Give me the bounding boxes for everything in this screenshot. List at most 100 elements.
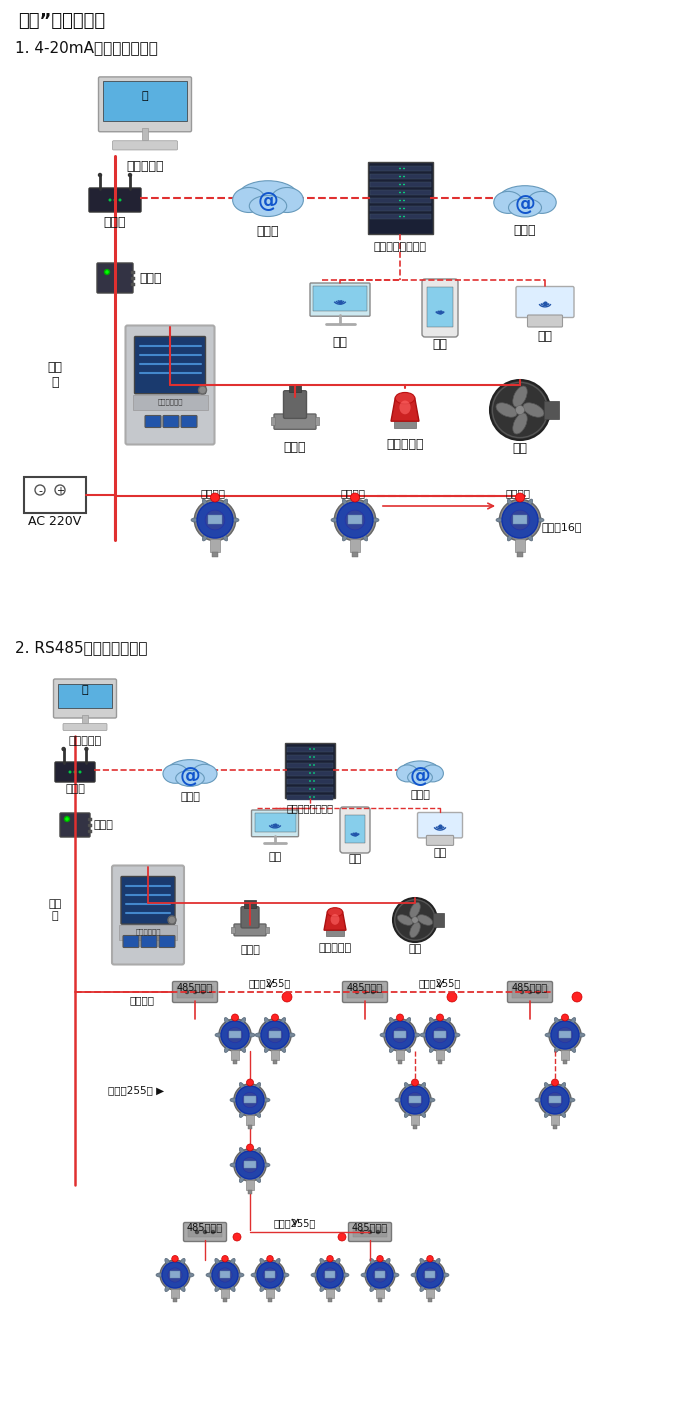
Ellipse shape [508,198,542,217]
Ellipse shape [265,1017,270,1024]
Bar [170,1271,180,1278]
Circle shape [168,916,176,924]
Ellipse shape [262,1097,270,1102]
Text: 2. RS485信号连接系统图: 2. RS485信号连接系统图 [15,640,148,656]
Bar [378,1297,382,1301]
Circle shape [403,191,405,193]
Ellipse shape [192,764,217,784]
Bar [563,1059,567,1064]
Circle shape [78,771,81,774]
Bar [231,927,235,933]
Bar [551,1114,559,1124]
Ellipse shape [281,1045,286,1052]
Text: 信号输出: 信号输出 [505,488,531,498]
Text: 信号输出: 信号输出 [130,995,155,1005]
Text: 485中继器: 485中继器 [187,1223,223,1233]
Ellipse shape [371,518,379,522]
Circle shape [222,1255,228,1262]
Circle shape [186,991,188,993]
Circle shape [162,1262,188,1287]
Bar [512,986,548,998]
Bar [438,1059,442,1064]
Ellipse shape [429,1045,435,1052]
FancyBboxPatch shape [241,906,259,927]
Bar [223,1297,227,1301]
Circle shape [403,200,405,201]
Bar [370,174,430,179]
Ellipse shape [445,1017,451,1024]
FancyBboxPatch shape [163,415,179,428]
Circle shape [309,756,311,758]
Ellipse shape [231,518,239,522]
Bar [271,416,275,425]
Bar [131,283,135,286]
Ellipse shape [370,1285,375,1292]
Bar [246,1114,254,1124]
Ellipse shape [167,760,214,784]
Circle shape [309,781,311,782]
Text: 485中继器: 485中继器 [512,982,548,992]
Bar [268,1297,272,1301]
Ellipse shape [281,1273,289,1278]
Ellipse shape [342,499,348,507]
Ellipse shape [567,1097,575,1102]
Circle shape [313,788,315,789]
Circle shape [313,764,315,765]
Ellipse shape [410,902,420,917]
Bar [313,286,367,311]
Ellipse shape [400,401,411,414]
FancyBboxPatch shape [145,415,161,428]
Ellipse shape [527,533,533,540]
Ellipse shape [247,1033,255,1037]
Ellipse shape [335,1285,340,1292]
Bar [287,795,333,799]
Ellipse shape [237,180,299,214]
Bar [325,1271,335,1278]
Ellipse shape [422,765,443,782]
Circle shape [263,1268,277,1282]
Circle shape [403,167,405,169]
Ellipse shape [496,402,517,418]
Bar [370,214,430,219]
Ellipse shape [417,915,433,926]
FancyBboxPatch shape [172,982,218,1003]
Bar [352,552,358,557]
Ellipse shape [407,771,433,785]
Ellipse shape [206,1273,214,1278]
Ellipse shape [380,1033,388,1037]
Circle shape [427,1255,433,1262]
Circle shape [368,1231,372,1234]
Bar [88,817,92,820]
Bar [265,927,269,933]
Ellipse shape [311,1273,319,1278]
Circle shape [407,1092,423,1107]
Circle shape [401,1086,429,1114]
Circle shape [55,485,65,495]
Bar [171,1289,179,1297]
Ellipse shape [341,1273,349,1278]
Bar [425,1271,435,1278]
Bar [132,395,207,409]
FancyBboxPatch shape [234,924,266,936]
Ellipse shape [260,1258,265,1266]
Ellipse shape [335,1258,340,1266]
Bar [395,1050,404,1059]
Bar [82,715,88,723]
FancyBboxPatch shape [284,391,307,418]
Circle shape [257,1262,283,1287]
Text: @: @ [514,194,536,214]
Bar [270,1031,281,1038]
Ellipse shape [395,1097,403,1102]
Text: 转换器: 转换器 [139,272,162,284]
Ellipse shape [331,518,339,522]
Text: 🖥: 🖥 [82,685,88,695]
Circle shape [202,991,204,993]
Bar [244,900,256,908]
Circle shape [172,1255,178,1262]
Bar [244,1096,256,1103]
Bar [273,1059,277,1064]
Ellipse shape [452,1033,460,1037]
Circle shape [403,215,405,217]
Ellipse shape [554,1017,559,1024]
Circle shape [423,1268,437,1282]
